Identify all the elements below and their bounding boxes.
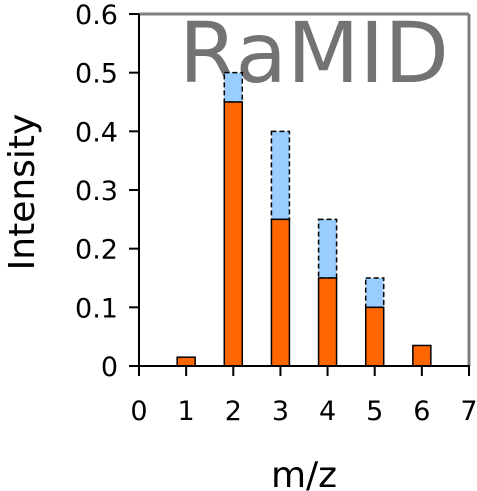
y-tick-label-0.1: 0.1 (75, 293, 118, 324)
x-tick-label-3: 3 (272, 396, 289, 427)
y-tick-label-0.4: 0.4 (75, 117, 118, 148)
x-tick-label-2: 2 (225, 396, 242, 427)
x-tick-label-0: 0 (130, 396, 147, 427)
extension-bar-2 (223, 71, 244, 103)
y-tick-label-0: 0 (101, 352, 118, 383)
y-axis-title: Intensity (2, 114, 43, 271)
observed-bar-2 (223, 101, 244, 367)
y-tick-label-0.5: 0.5 (75, 59, 118, 90)
observed-bar-6 (412, 344, 432, 367)
observed-bar-5 (364, 306, 385, 367)
x-tick-label-1: 1 (178, 396, 195, 427)
x-tick-label-4: 4 (319, 396, 336, 427)
y-tick-label-0.6: 0.6 (75, 0, 118, 31)
x-tick-label-7: 7 (460, 396, 477, 427)
x-tick-label-6: 6 (413, 396, 430, 427)
ticks-layer: 0 1 2 3 4 5 6 700.10.20.30.40.50.6 (75, 0, 477, 427)
observed-bar-3 (270, 218, 291, 367)
observed-bar-4 (317, 277, 338, 367)
watermark-text: RaMID (179, 4, 449, 102)
x-axis-title: m/z (271, 455, 337, 491)
x-tick-label-5: 5 (366, 396, 383, 427)
extension-bar-3 (270, 130, 291, 221)
y-tick-label-0.3: 0.3 (75, 176, 118, 207)
extension-bar-4 (317, 218, 338, 279)
bars-layer (176, 71, 432, 367)
observed-bar-1 (176, 356, 196, 367)
y-tick-label-0.2: 0.2 (75, 235, 118, 266)
extension-bar-5 (364, 277, 385, 309)
